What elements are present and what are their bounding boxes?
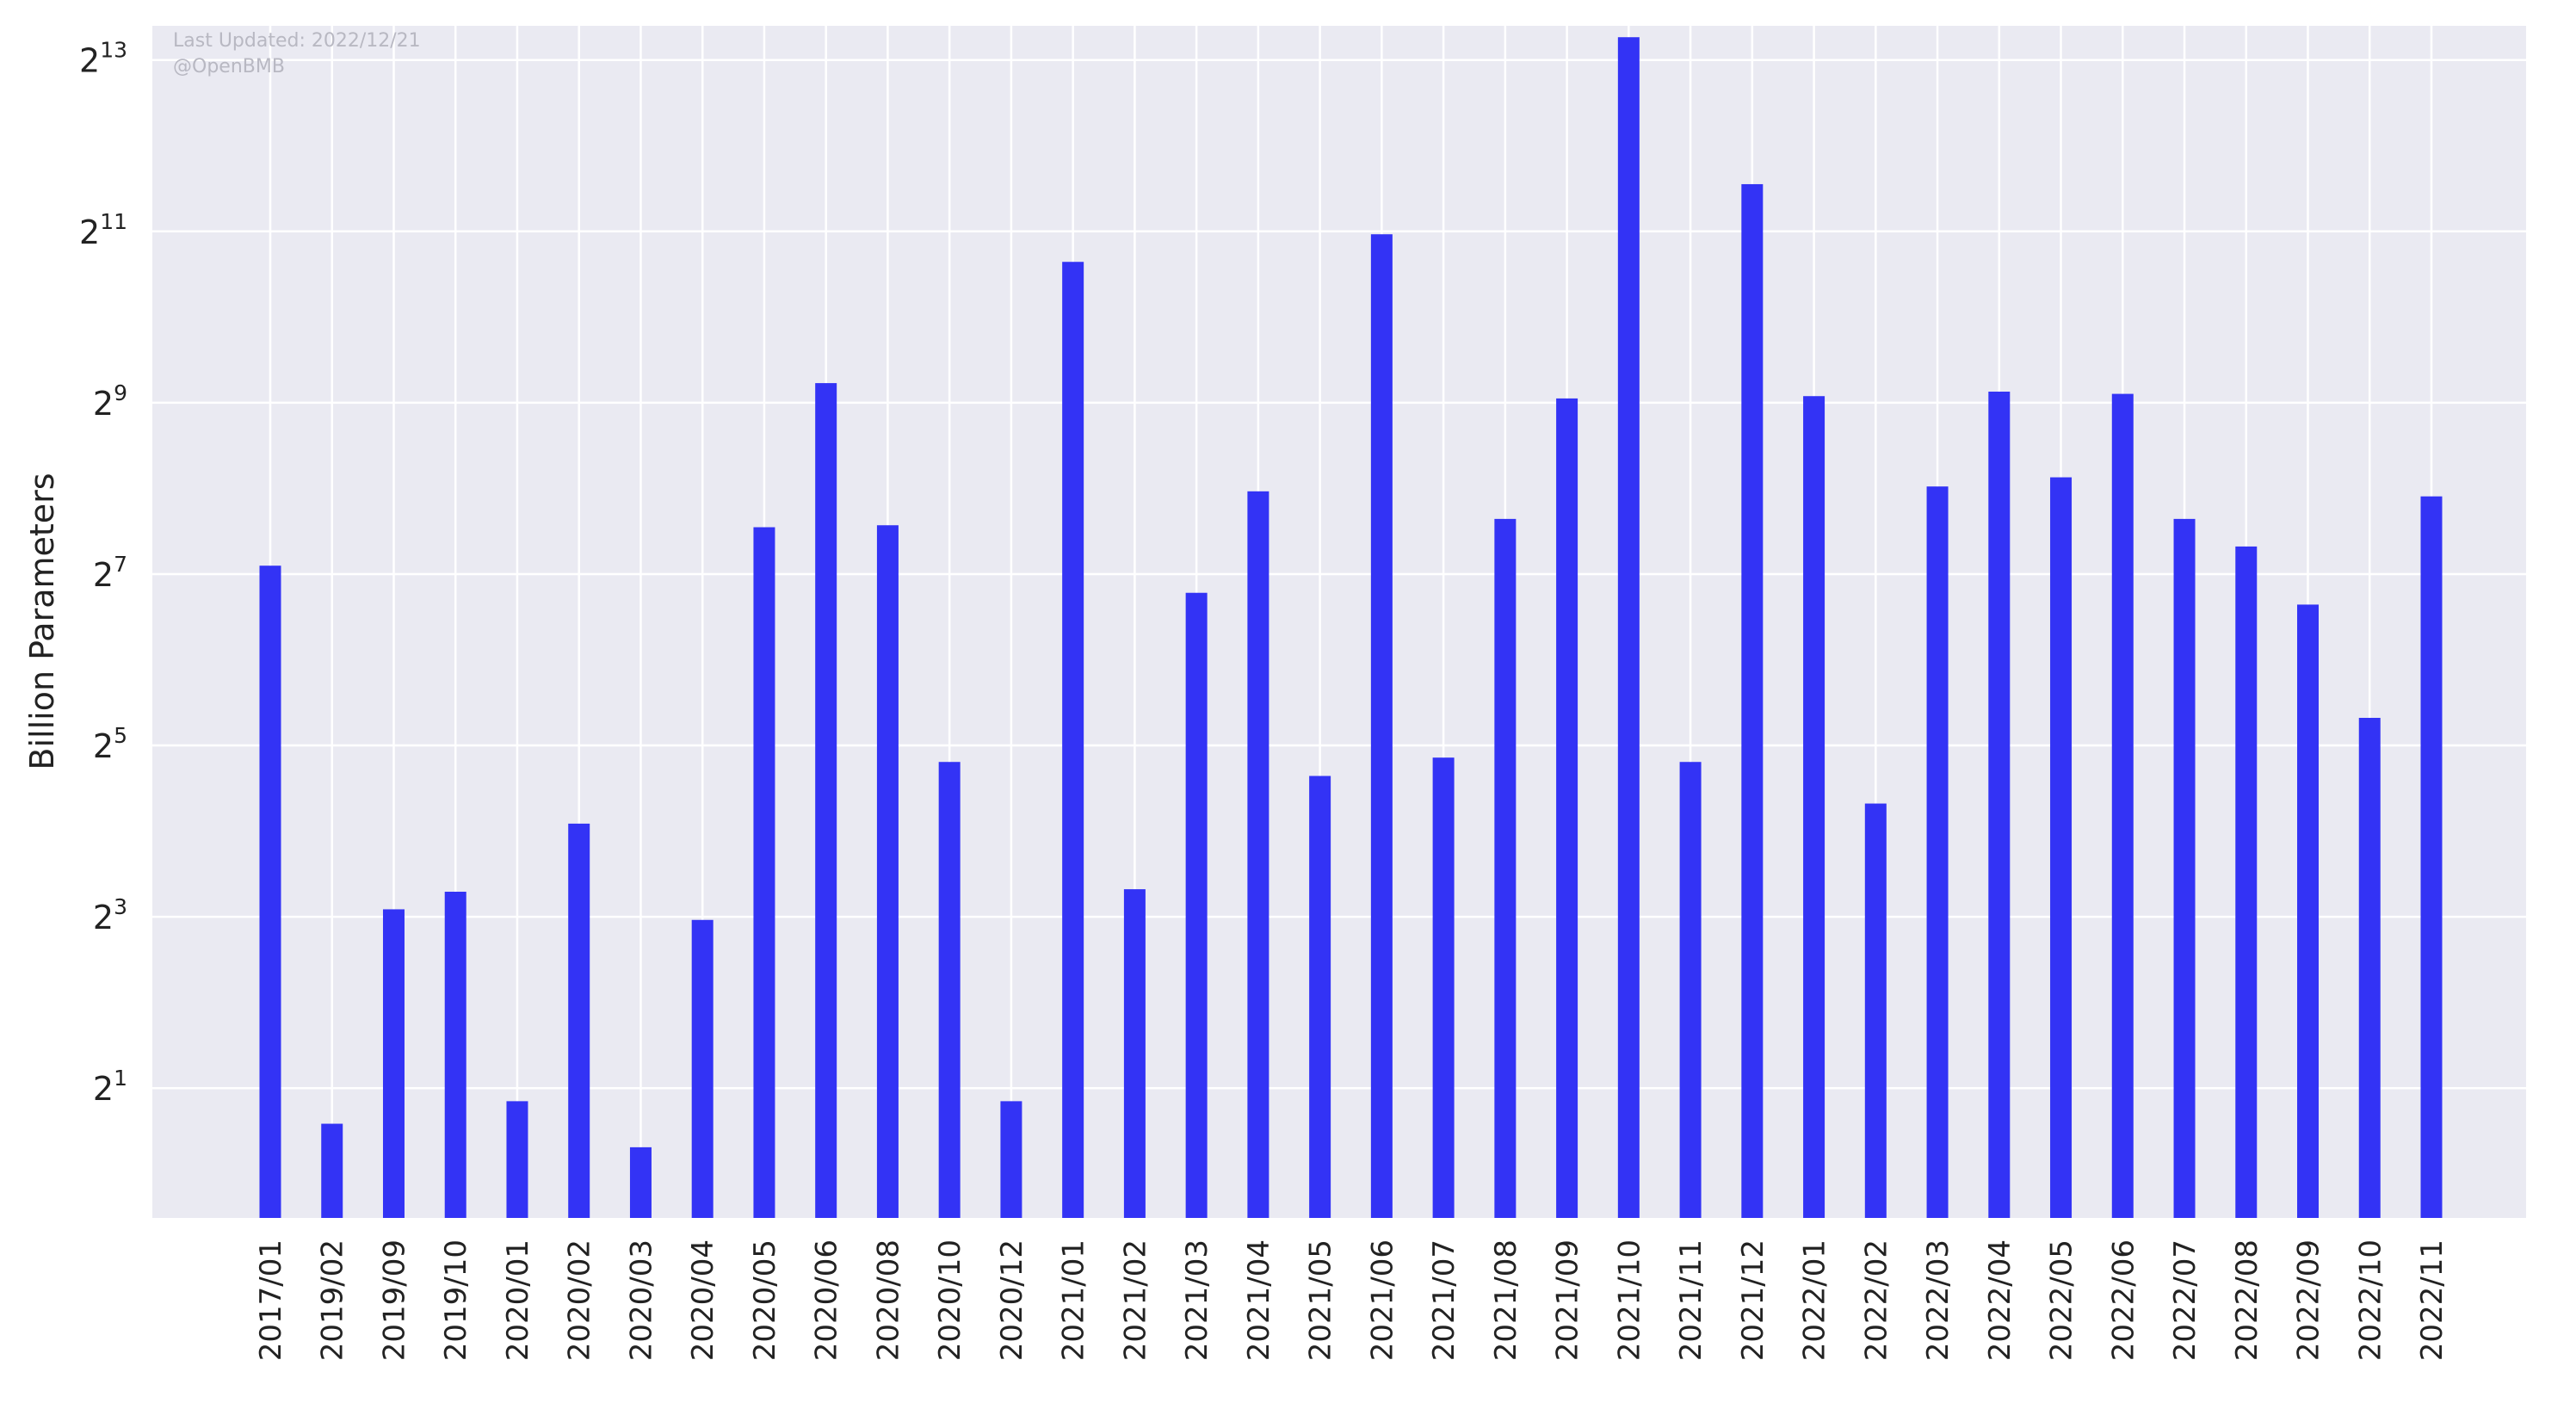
x-tick-label: 2019/02 — [316, 1239, 350, 1361]
plot-area — [152, 26, 2526, 1218]
bar-2020-04 — [691, 919, 713, 1218]
bar-2021-01 — [1062, 262, 1084, 1218]
bar-2021-08 — [1494, 518, 1517, 1218]
bar-2022-02 — [1864, 803, 1887, 1218]
x-tick-label: 2021/07 — [1427, 1239, 1461, 1361]
bar-2020-12 — [1000, 1101, 1022, 1218]
x-tick-label: 2020/10 — [933, 1239, 967, 1361]
x-tick-label: 2019/09 — [377, 1239, 411, 1361]
x-tick-label: 2021/05 — [1304, 1239, 1338, 1361]
x-tick-label: 2022/10 — [2353, 1239, 2388, 1361]
x-tick-label: 2022/05 — [2045, 1239, 2079, 1361]
bar-2020-08 — [876, 525, 899, 1218]
bar-2019-02 — [321, 1123, 343, 1218]
y-tick-label: 21 — [93, 1066, 127, 1108]
x-tick-label: 2021/09 — [1551, 1239, 1585, 1361]
x-tick-label: 2020/06 — [810, 1239, 844, 1361]
bar-2021-09 — [1556, 398, 1578, 1218]
bar-2022-03 — [1926, 486, 1949, 1218]
x-tick-label: 2021/02 — [1118, 1239, 1152, 1361]
x-tick-label: 2021/08 — [1489, 1239, 1523, 1361]
bar-2021-04 — [1247, 491, 1269, 1218]
x-tick-label: 2022/11 — [2415, 1239, 2449, 1361]
y-tick-label: 23 — [93, 894, 127, 936]
author-annotation: @OpenBMB — [173, 56, 285, 77]
bar-2021-11 — [1679, 762, 1702, 1218]
bar-2020-03 — [629, 1147, 652, 1218]
y-tick-label: 25 — [93, 723, 127, 765]
x-tick-label: 2022/06 — [2106, 1239, 2140, 1361]
bar-2022-06 — [2111, 393, 2134, 1218]
bar-2022-10 — [2358, 718, 2381, 1218]
bar-2021-07 — [1432, 757, 1455, 1218]
bar-2021-03 — [1185, 592, 1208, 1218]
x-tick-label: 2022/02 — [1859, 1239, 1893, 1361]
bar-2019-09 — [382, 909, 405, 1218]
y-tick-label: 211 — [79, 209, 127, 251]
bar-2022-11 — [2420, 496, 2443, 1218]
x-tick-label: 2021/01 — [1057, 1239, 1091, 1361]
x-tick-label: 2022/01 — [1798, 1239, 1832, 1361]
bar-2021-06 — [1370, 234, 1393, 1219]
x-tick-label: 2022/09 — [2292, 1239, 2326, 1361]
bar-2021-12 — [1741, 183, 1764, 1218]
bar-2021-05 — [1309, 776, 1331, 1218]
bar-2017-01 — [259, 566, 281, 1218]
bar-2022-08 — [2235, 546, 2258, 1218]
bar-2021-10 — [1617, 37, 1640, 1218]
bar-2022-07 — [2173, 518, 2196, 1218]
x-tick-label: 2020/02 — [563, 1239, 597, 1361]
x-tick-label: 2022/04 — [1983, 1239, 2017, 1361]
x-tick-label: 2020/05 — [748, 1239, 782, 1361]
x-axis-ticks: 2017/01 2019/02 2019/09 2019/10 2020/01 2020/… — [254, 1239, 2449, 1361]
x-tick-label: 2019/10 — [439, 1239, 473, 1361]
bar-2020-01 — [506, 1101, 528, 1218]
x-tick-label: 2020/03 — [624, 1239, 658, 1361]
x-tick-label: 2021/11 — [1674, 1239, 1708, 1361]
y-axis-ticks: 21 23 25 27 29 211 213 — [79, 38, 127, 1109]
y-tick-label: 29 — [93, 380, 127, 423]
bar-2021-02 — [1123, 889, 1146, 1218]
x-tick-label: 2020/01 — [501, 1239, 535, 1361]
bar-2020-06 — [815, 383, 837, 1218]
x-tick-label: 2021/06 — [1365, 1239, 1399, 1361]
bar-2020-02 — [568, 823, 590, 1218]
x-tick-label: 2021/04 — [1242, 1239, 1276, 1361]
y-tick-label: 213 — [79, 38, 127, 80]
x-tick-label: 2022/08 — [2230, 1239, 2264, 1361]
bars — [259, 37, 2443, 1219]
bar-2022-09 — [2297, 604, 2320, 1218]
x-tick-label: 2021/12 — [1736, 1239, 1770, 1361]
x-tick-label: 2020/08 — [871, 1239, 905, 1361]
x-tick-label: 2020/04 — [686, 1239, 720, 1361]
x-tick-label: 2022/07 — [2168, 1239, 2202, 1361]
bar-2022-01 — [1803, 396, 1825, 1219]
bar-2020-10 — [938, 762, 961, 1218]
bar-2019-10 — [444, 891, 466, 1218]
bar-2020-05 — [753, 527, 775, 1218]
x-tick-label: 2021/10 — [1612, 1239, 1646, 1361]
x-tick-label: 2022/03 — [1921, 1239, 1955, 1361]
last-updated-annotation: Last Updated: 2022/12/21 — [173, 30, 421, 52]
y-tick-label: 27 — [93, 552, 127, 594]
x-tick-label: 2021/03 — [1180, 1239, 1214, 1361]
y-axis-label: Billion Parameters — [23, 473, 61, 769]
x-tick-label: 2017/01 — [254, 1239, 288, 1361]
bar-2022-04 — [1988, 392, 2011, 1218]
bar-2022-05 — [2050, 477, 2073, 1218]
x-tick-label: 2020/12 — [995, 1239, 1029, 1361]
